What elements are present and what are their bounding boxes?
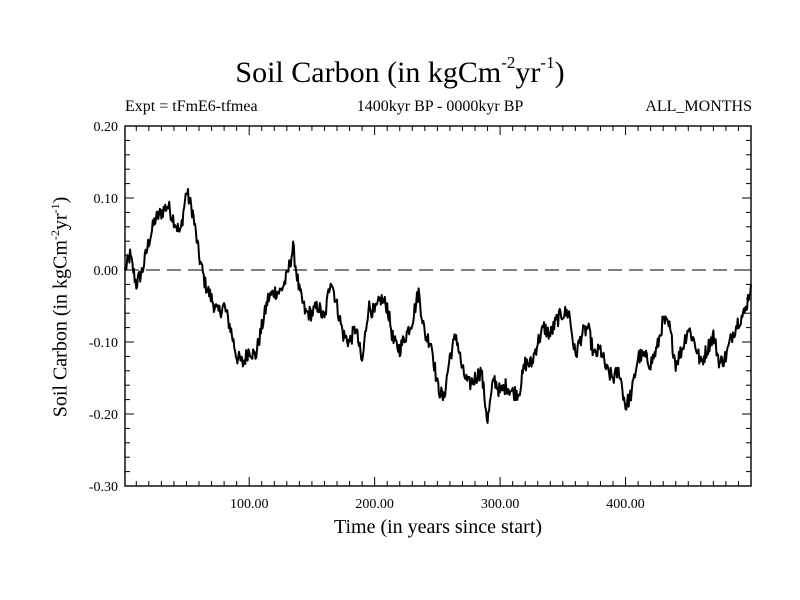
time-range-label: 1400kyr BP - 0000kyr BP [356,98,524,115]
y-tick-label: 0.00 [94,264,119,279]
x-tick-label: 100.00 [230,497,269,512]
x-axis-label: Time (in years since start) [333,516,543,538]
x-tick-label: 300.00 [481,497,520,512]
tick-labels-layer: 0.20 0.10 0.00 -0.10 -0.20 -0.30 100.00 200.00 3… [89,120,645,512]
chart-title: Soil Carbon (in kgCm-2yr-1) [235,53,565,89]
soil-carbon-series-line [124,188,752,424]
axes-layer [125,125,751,487]
x-tick-label: 400.00 [606,497,645,512]
y-tick-label: 0.10 [94,192,119,207]
plot-frame [124,125,752,487]
x-tick-label: 200.00 [355,497,394,512]
experiment-label: Expt = tFmE6-tfmea [125,98,258,115]
series-layer [124,188,752,424]
y-tick-label: 0.20 [94,120,119,135]
months-label: ALL_MONTHS [645,98,752,115]
y-tick-label: -0.10 [89,336,118,351]
y-tick-label: -0.20 [89,408,118,423]
y-tick-label: -0.30 [89,480,118,495]
